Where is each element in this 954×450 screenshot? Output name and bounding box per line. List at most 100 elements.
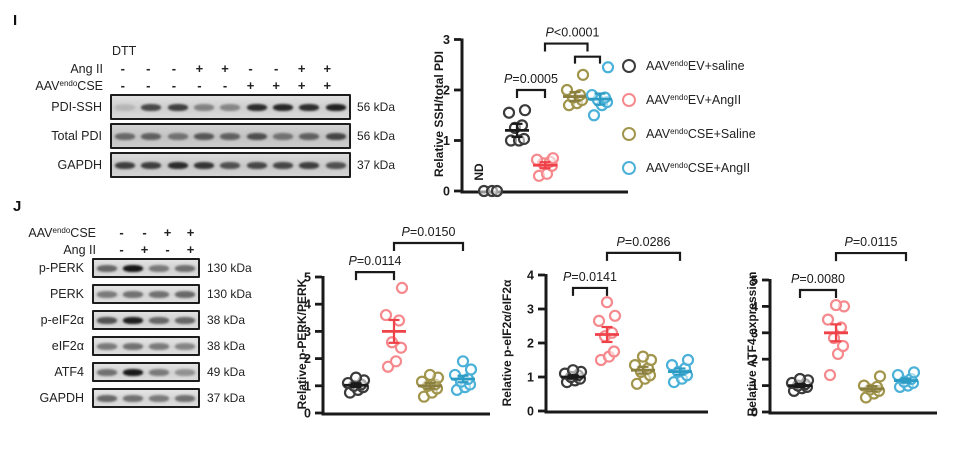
data-point [681, 353, 695, 367]
protein-band [149, 290, 169, 298]
lane-sign: - [142, 225, 147, 240]
condition-label: Ang II [63, 242, 96, 257]
lane-sign: - [197, 78, 202, 93]
protein-band [141, 132, 162, 140]
lane-sign: + [195, 61, 204, 76]
chart-0: 0 1 2 3 Relative SSH/total PDI ND P=0.0005 P<0.… [432, 26, 628, 199]
significance-bracket [392, 241, 465, 251]
significance-bracket [834, 251, 908, 262]
y-tick-label: 4 [751, 300, 758, 314]
y-axis-title: Relative SSH/total PDI [432, 51, 446, 177]
y-tick-label: 3 [527, 303, 534, 317]
y-tick-label: 1 [443, 134, 450, 148]
protein-band [149, 342, 169, 350]
significance-bracket [515, 88, 547, 98]
protein-band [167, 132, 188, 140]
molecular-weight-label: 37 kDa [207, 391, 246, 405]
blot-lane [138, 154, 164, 176]
blot-lane [120, 260, 146, 276]
protein-band [273, 103, 294, 111]
blot-band-row: Total PDI 56 kDa [0, 123, 395, 149]
data-point [395, 281, 409, 294]
blot-lane [172, 364, 198, 380]
protein-band [325, 161, 346, 169]
data-point [464, 363, 478, 376]
legend-item-label: AAVendoEV+AngII [646, 93, 742, 107]
data-point [836, 339, 850, 353]
lane-sign: - [171, 78, 177, 93]
protein-band [246, 132, 267, 140]
blot-band-row: ATF4 49 kDa [0, 362, 252, 382]
data-point [394, 341, 408, 354]
blot-lane [217, 154, 243, 176]
blot-band-row: p-PERK 130 kDa [0, 258, 252, 278]
blot-lane [120, 338, 146, 354]
lane-sign: - [120, 78, 125, 93]
protein-band [325, 132, 346, 140]
condition-row: AAVendoCSE - - - - - + + + + [0, 77, 395, 94]
blot-lane [146, 338, 172, 354]
data-point [515, 119, 529, 132]
superscript-label: endo [670, 161, 688, 170]
molecular-weight-label: 130 kDa [207, 261, 252, 275]
data-point [607, 345, 621, 358]
protein-band [97, 316, 117, 324]
panel-i-western-blot: Ang II - - - + + - - + + AAVendoCSE - - - - - + + + + PDI-SS… [0, 60, 395, 181]
condition-label: AAVendoCSE [28, 225, 96, 240]
blot-lane [112, 96, 138, 118]
protein-band [149, 394, 169, 402]
lane-signs: - - + + [110, 225, 202, 240]
y-tick-label: 0 [443, 185, 450, 199]
y-tick-label: 4 [527, 269, 534, 283]
condition-row: Ang II - + - + [0, 241, 252, 258]
blot-lane [270, 125, 296, 147]
lane-sign: + [297, 61, 306, 76]
y-tick-label: 0 [751, 406, 758, 420]
protein-band [115, 103, 136, 111]
y-tick-label: 3 [443, 33, 450, 47]
lane-sign: + [297, 78, 306, 93]
data-point [566, 364, 580, 377]
molecular-weight-label: 38 kDa [207, 313, 246, 327]
protein-band [167, 161, 188, 169]
lane-sign: + [186, 225, 195, 240]
y-axis-title: Relative p-eIF2α/eIF2α [500, 279, 514, 406]
y-tick-label: 1 [304, 379, 311, 393]
blot-band-row: GAPDH 37 kDa [0, 388, 252, 408]
blot-lane [244, 96, 270, 118]
lane-sign: - [273, 61, 279, 76]
p-value-label: P=0.0080 [791, 272, 845, 286]
blot-strip [92, 258, 200, 278]
lane-sign: - [165, 242, 170, 257]
blot-band-row: PERK 130 kDa [0, 284, 252, 304]
data-point [502, 106, 516, 119]
protein-label: eIF2α [51, 339, 84, 353]
data-point [636, 350, 650, 363]
protein-band [115, 161, 136, 169]
lane-sign: - [119, 242, 124, 257]
data-point [587, 109, 601, 122]
protein-band [123, 368, 143, 376]
blot-lane [270, 154, 296, 176]
molecular-weight-label: 56 kDa [357, 129, 396, 143]
blot-strip [92, 388, 200, 408]
data-point [829, 298, 843, 312]
blot-strip [92, 336, 200, 356]
protein-band [273, 132, 294, 140]
protein-band [246, 103, 267, 111]
lane-sign: + [186, 242, 195, 257]
protein-band [123, 342, 143, 350]
blot-lane [94, 312, 120, 328]
protein-band [123, 394, 143, 402]
protein-band [194, 132, 215, 140]
blot-lane [138, 96, 164, 118]
y-tick-label: 0 [304, 407, 311, 421]
condition-row: Ang II - - - + + - - + + [0, 60, 395, 77]
protein-band [299, 103, 320, 111]
protein-band [194, 103, 215, 111]
data-point [349, 371, 363, 384]
molecular-weight-label: 130 kDa [207, 287, 252, 301]
condition-label: Ang II [70, 61, 103, 76]
